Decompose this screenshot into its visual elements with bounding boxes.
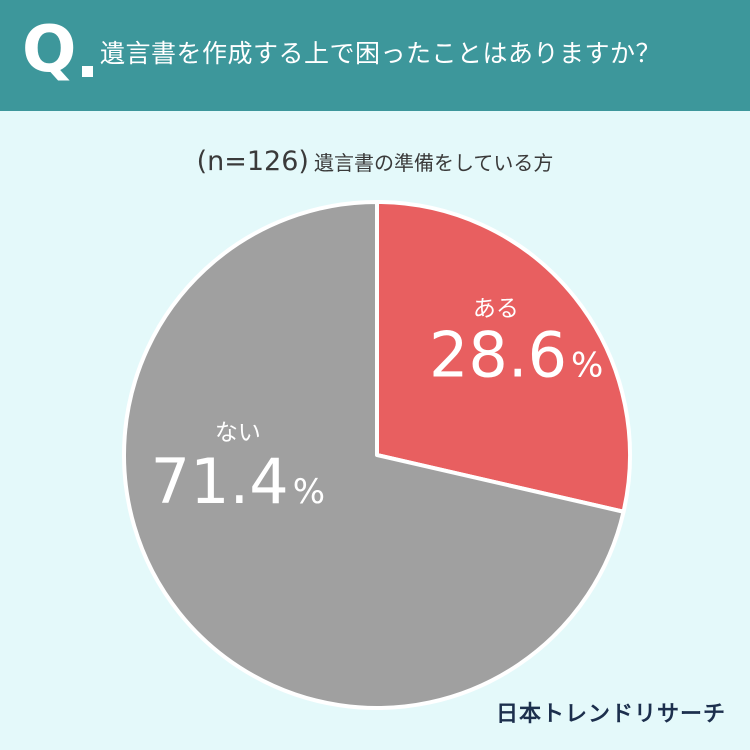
- pie-slice-2: [122, 200, 626, 710]
- question-text: 遺言書を作成する上で困ったことはありますか？: [100, 39, 662, 68]
- chart-subtitle: (n=126) 遺言書の準備をしている方: [0, 146, 750, 177]
- question-header: Q 遺言書を作成する上で困ったことはありますか？: [0, 0, 750, 111]
- q-dot: [82, 66, 93, 77]
- slice-label-1: ある: [473, 296, 519, 322]
- slice-value-2: 71.4%: [151, 445, 325, 518]
- pie-slices: [122, 200, 632, 710]
- sample-size: (n=126): [196, 146, 309, 177]
- brand-logo: 日本トレンドリサーチ: [495, 702, 726, 727]
- pie-slice-1: [375, 200, 632, 514]
- slice-value-1: 28.6%: [429, 319, 603, 392]
- respondent-group: 遺言書の準備をしている方: [314, 151, 554, 175]
- slice-label-2: ない: [215, 420, 261, 446]
- q-letter: Q: [22, 13, 77, 87]
